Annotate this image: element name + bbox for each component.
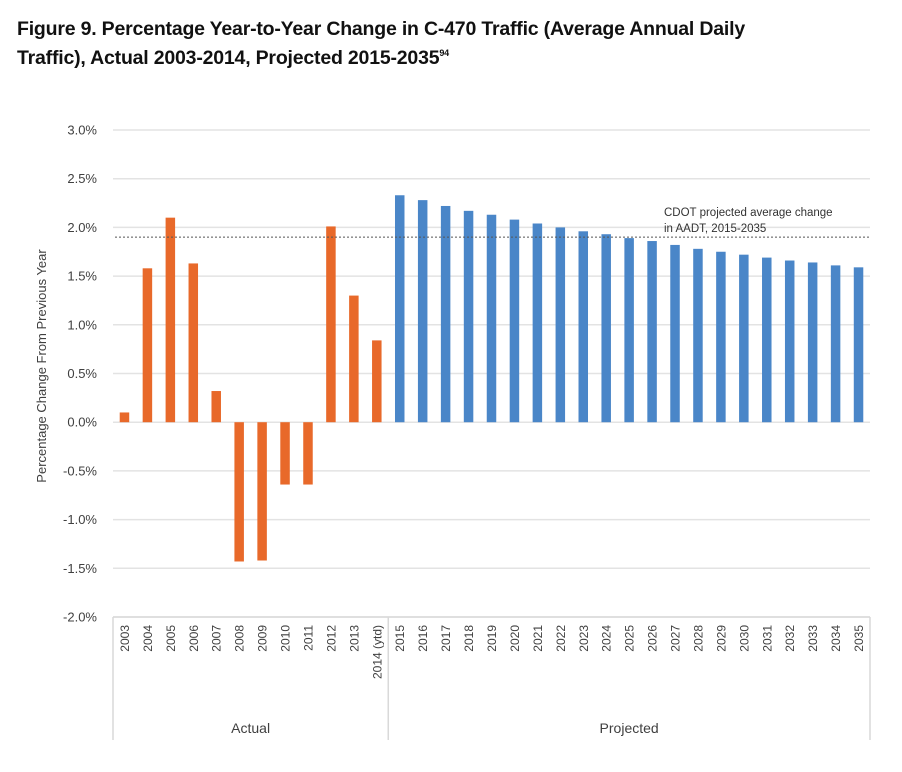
x-tick-label: 2032 — [783, 625, 797, 652]
x-tick-label: 2021 — [531, 625, 545, 652]
reference-line-label-1: CDOT projected average change — [664, 207, 833, 219]
figure-title-line-1: Figure 9. Percentage Year-to-Year Change… — [17, 18, 745, 40]
x-tick-label: 2022 — [554, 625, 568, 652]
bar-2004 — [142, 268, 153, 423]
y-tick-label: 0.0% — [67, 415, 97, 430]
bar-2030 — [739, 254, 749, 423]
figure-title-line-2-text: Traffic), Actual 2003-2014, Projected 20… — [17, 47, 440, 69]
y-tick-label: 3.0% — [67, 123, 97, 138]
x-tick-label: 2018 — [462, 625, 476, 652]
x-tick-label: 2005 — [164, 625, 178, 652]
bar-2026 — [647, 241, 657, 423]
y-axis-label: Percentage Change From Previous Year — [34, 249, 49, 483]
bar-2015 — [394, 195, 405, 423]
x-tick-label: 2008 — [233, 625, 247, 652]
x-axis: 2003 2004 2005 2006 2007 2008 2009 2010 2011 2012… — [112, 616, 871, 740]
y-tick-label: -2.0% — [63, 610, 97, 625]
y-axis-ticks: -2.0% -1.5% -1.0% -0.5% 0.0% 0.5% 1.0% 1.5% 2.0%… — [63, 123, 97, 625]
bar-2025 — [624, 238, 634, 423]
bar-2022 — [555, 227, 566, 423]
bar-2023 — [578, 231, 589, 423]
bar-2028 — [693, 248, 703, 423]
figure-title-line-2: Traffic), Actual 2003-2014, Projected 20… — [17, 41, 887, 70]
x-tick-label: 2006 — [187, 625, 201, 652]
y-tick-label: -0.5% — [63, 463, 97, 478]
x-tick-label: 2035 — [852, 625, 866, 652]
bar-2035 — [853, 267, 864, 423]
bar-2006 — [188, 263, 199, 423]
bar-2018 — [463, 210, 474, 423]
x-tick-label: 2023 — [577, 625, 591, 652]
bar-2027 — [670, 244, 680, 423]
x-tick-label: 2014 (ytd) — [370, 625, 384, 679]
bar-2016 — [417, 200, 428, 423]
group-label-actual: Actual — [231, 720, 270, 736]
y-tick-label: 2.0% — [67, 220, 97, 235]
x-tick-label: 2003 — [118, 625, 132, 652]
bar-2021 — [532, 223, 543, 423]
x-tick-label: 2007 — [210, 625, 224, 652]
x-tick-label: 2009 — [256, 625, 270, 652]
footnote-marker: 94 — [439, 48, 449, 58]
bar-2003 — [119, 412, 130, 423]
bar-2010 — [280, 422, 290, 485]
x-tick-label: 2034 — [829, 625, 843, 652]
bar-2034 — [830, 265, 841, 423]
bar-2033 — [807, 262, 818, 423]
bar-2024 — [601, 234, 611, 423]
y-tick-label: 1.5% — [67, 269, 97, 284]
x-tick-label: 2016 — [416, 625, 430, 652]
bar-2032 — [784, 260, 795, 423]
x-tick-label: 2027 — [669, 625, 683, 652]
x-tick-label: 2031 — [760, 625, 774, 652]
reference-line-label-2: in AADT, 2015-2035 — [664, 223, 766, 235]
figure-title: Figure 9. Percentage Year-to-Year Change… — [17, 17, 887, 70]
x-tick-label: 2011 — [301, 625, 315, 651]
reference-line-group: CDOT projected average change in AADT, 2… — [115, 207, 870, 238]
x-tick-label: 2028 — [691, 625, 705, 652]
bar-2013 — [349, 295, 359, 423]
bars — [119, 195, 864, 562]
y-tick-label: 0.5% — [67, 366, 97, 381]
x-tick-label: 2024 — [600, 625, 614, 652]
x-tick-label: 2029 — [714, 625, 728, 652]
bar-2017 — [440, 205, 451, 423]
x-tick-label: 2033 — [806, 625, 820, 652]
x-tick-label: 2015 — [393, 625, 407, 652]
bar-2009 — [257, 422, 267, 561]
x-tick-label: 2020 — [508, 625, 522, 652]
y-tick-label: -1.0% — [63, 512, 97, 527]
bar-2031 — [762, 257, 772, 423]
bar-2014ytd — [372, 340, 382, 423]
bar-2011 — [303, 422, 313, 485]
group-label-projected: Projected — [600, 720, 659, 736]
y-tick-label: -1.5% — [63, 561, 97, 576]
bar-2005 — [165, 217, 176, 423]
bar-2008 — [234, 422, 244, 562]
x-tick-label: 2030 — [737, 625, 751, 652]
y-tick-label: 2.5% — [67, 171, 97, 186]
x-tick-label: 2025 — [623, 625, 637, 652]
y-tick-label: 1.0% — [67, 317, 97, 332]
x-tick-label: 2013 — [347, 625, 361, 652]
x-tick-label: 2026 — [646, 625, 660, 652]
x-tick-label: 2004 — [141, 625, 155, 652]
bar-2007 — [211, 391, 221, 423]
bar-2020 — [509, 219, 520, 423]
x-tick-label: 2017 — [439, 625, 453, 652]
x-tick-label: 2019 — [485, 625, 499, 652]
bar-2019 — [486, 214, 497, 423]
x-tick-label: 2012 — [324, 625, 338, 652]
x-tick-label: 2010 — [279, 625, 293, 652]
bar-2012 — [326, 226, 336, 423]
bar-2029 — [716, 251, 726, 423]
